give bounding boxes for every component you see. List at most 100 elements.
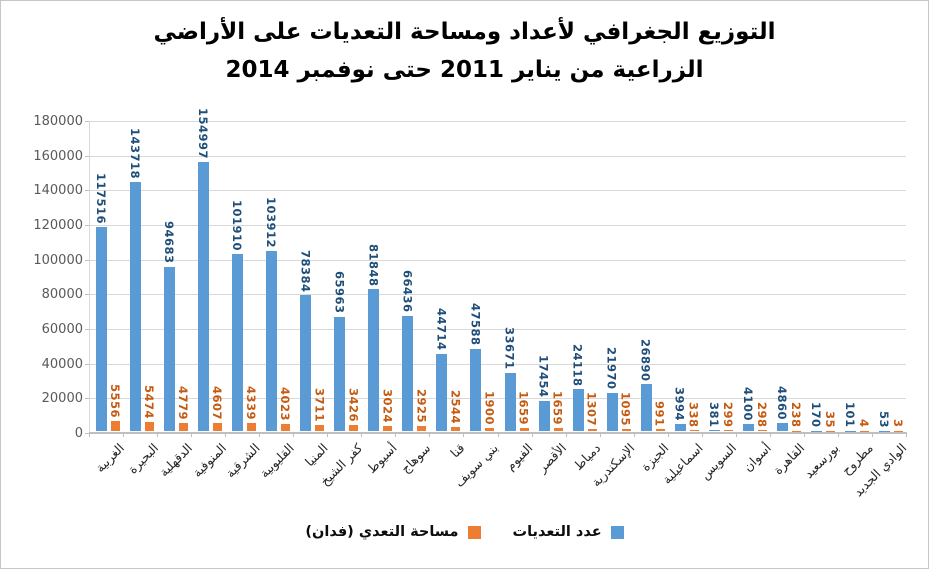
y-axis-tick-label: 160000 [33,148,83,164]
value-label-area-قنا: 2544 [448,389,463,424]
bar-count-المنيا [300,295,312,431]
bar-area-أسيوط [383,425,393,431]
category-label: أسيوط [363,440,400,477]
x-axis-tick [225,433,227,437]
bar-area-الفيوم [519,428,529,431]
bar-area-بورسعيد [825,430,835,431]
category-label: الفيوم [502,440,536,474]
value-label-area-الجيزة: 991 [652,400,667,427]
bar-count-الشرقية [232,254,244,431]
bar-count-السويس [708,430,720,431]
bar-area-دمياط [587,428,597,431]
x-axis-tick [463,433,465,437]
value-label-area-أسيوط: 3024 [380,388,395,423]
bar-area-الأقصر [553,428,563,431]
category-label: الشرقية [222,440,264,481]
x-axis-tick [871,433,873,437]
x-axis-tick [701,433,703,437]
category-label: الدقهلية [155,440,195,480]
value-label-count-المنيا: 78384 [298,249,313,293]
value-label-area-السويس: 299 [720,401,735,428]
gridline-160000 [89,155,906,157]
value-label-count-البحيرة: 143718 [128,127,143,179]
bar-count-الوادي الجديد [878,430,890,431]
category-label: المنوفية [189,440,230,481]
value-label-area-سوهاج: 2925 [414,388,429,423]
value-label-count-الأقصر: 17454 [536,355,551,398]
x-axis-tick [803,433,805,437]
y-axis-tick-label: 100000 [33,252,83,268]
bar-count-قنا [436,353,448,431]
value-label-count-بورسعيد: 170 [808,402,823,428]
category-label: المنيا [302,440,332,470]
x-axis-tick [259,433,261,437]
bar-count-البحيرة [130,181,142,431]
value-label-count-سوهاج: 66436 [400,270,415,313]
bar-area-القاهرة [791,430,801,431]
y-axis-tick [85,433,89,434]
y-axis-tick [85,329,89,330]
bar-count-القليوبية [266,250,278,431]
gridline-20000 [89,398,906,400]
value-label-count-بني سويف: 47588 [468,303,483,346]
chart-title: التوزيع الجغرافي لأعداد ومساحة التعديات … [1,13,928,89]
bar-count-أسوان [742,423,754,431]
y-axis-tick [85,363,89,365]
bar-area-الإسكندرية [621,429,631,431]
bar-count-الدقهلية [164,266,176,431]
bar-area-الغربية [111,421,120,431]
value-label-area-الإسكندرية: 1095 [618,392,633,427]
gridline-60000 [89,329,906,330]
bar-count-دمياط [572,389,584,431]
value-label-area-الشرقية: 4339 [244,386,259,421]
bar-area-بني سويف [485,427,495,431]
value-label-count-الفيوم: 33671 [502,327,517,370]
y-axis-tick-label: 140000 [33,183,83,199]
bar-count-الفيوم [504,372,516,431]
value-label-count-الوادي الجديد: 53 [876,410,891,428]
value-label-count-أسيوط: 81848 [366,243,381,287]
legend: مساحة التعدي (فدان) عدد التعديات [1,524,928,540]
value-label-area-مطروح: 4 [856,419,871,428]
x-axis-tick [633,433,635,437]
bar-count-الإسكندرية [606,392,618,431]
category-label: القليوبية [256,440,298,481]
category-label: سوهاج [397,440,434,476]
category-label: البحيرة [124,440,161,477]
value-label-count-الجيزة: 26890 [638,338,653,382]
x-axis-tick [157,433,159,437]
x-axis-tick [327,433,329,437]
x-axis-tick [667,433,669,437]
value-label-area-أسوان: 298 [754,401,769,428]
value-label-area-الوادي الجديد: 3 [890,419,905,428]
value-label-count-قنا: 44714 [434,307,449,351]
value-label-area-الأقصر: 1659 [550,391,565,426]
value-label-area-اسماعيلية: 338 [686,401,701,428]
bar-area-الدقهلية [179,422,189,431]
x-axis-line [89,432,907,434]
bar-area-القليوبية [281,424,291,431]
y-axis-tick [85,294,89,296]
x-axis-tick [293,433,295,437]
value-label-count-اسماعيلية: 3994 [672,387,687,422]
legend-label-count: عدد التعديات [512,524,602,540]
value-label-area-الفيوم: 1659 [516,391,531,426]
x-axis-tick [191,433,193,437]
x-axis-tick [123,433,125,437]
y-axis-tick [85,155,89,157]
value-label-area-البحيرة: 5474 [142,384,157,419]
value-label-count-الدقهلية: 94683 [162,221,177,264]
bar-count-اسماعيلية [674,424,686,431]
chart-title-line-2: الزراعية من يناير 2011 حتى نوفمبر 2014 [225,57,704,83]
bar-area-كفر الشيخ [349,425,359,431]
bar-count-المنوفية [198,162,210,431]
bar-count-الجيزة [640,384,652,431]
bar-count-أسيوط [368,289,380,431]
x-axis-tick [395,433,397,437]
bar-count-بني سويف [470,348,482,431]
value-label-count-كفر الشيخ: 65963 [332,271,347,314]
value-label-area-المنيا: 3711 [312,387,327,422]
bar-area-مطروح [859,430,869,431]
value-label-count-المنوفية: 154997 [196,108,211,160]
